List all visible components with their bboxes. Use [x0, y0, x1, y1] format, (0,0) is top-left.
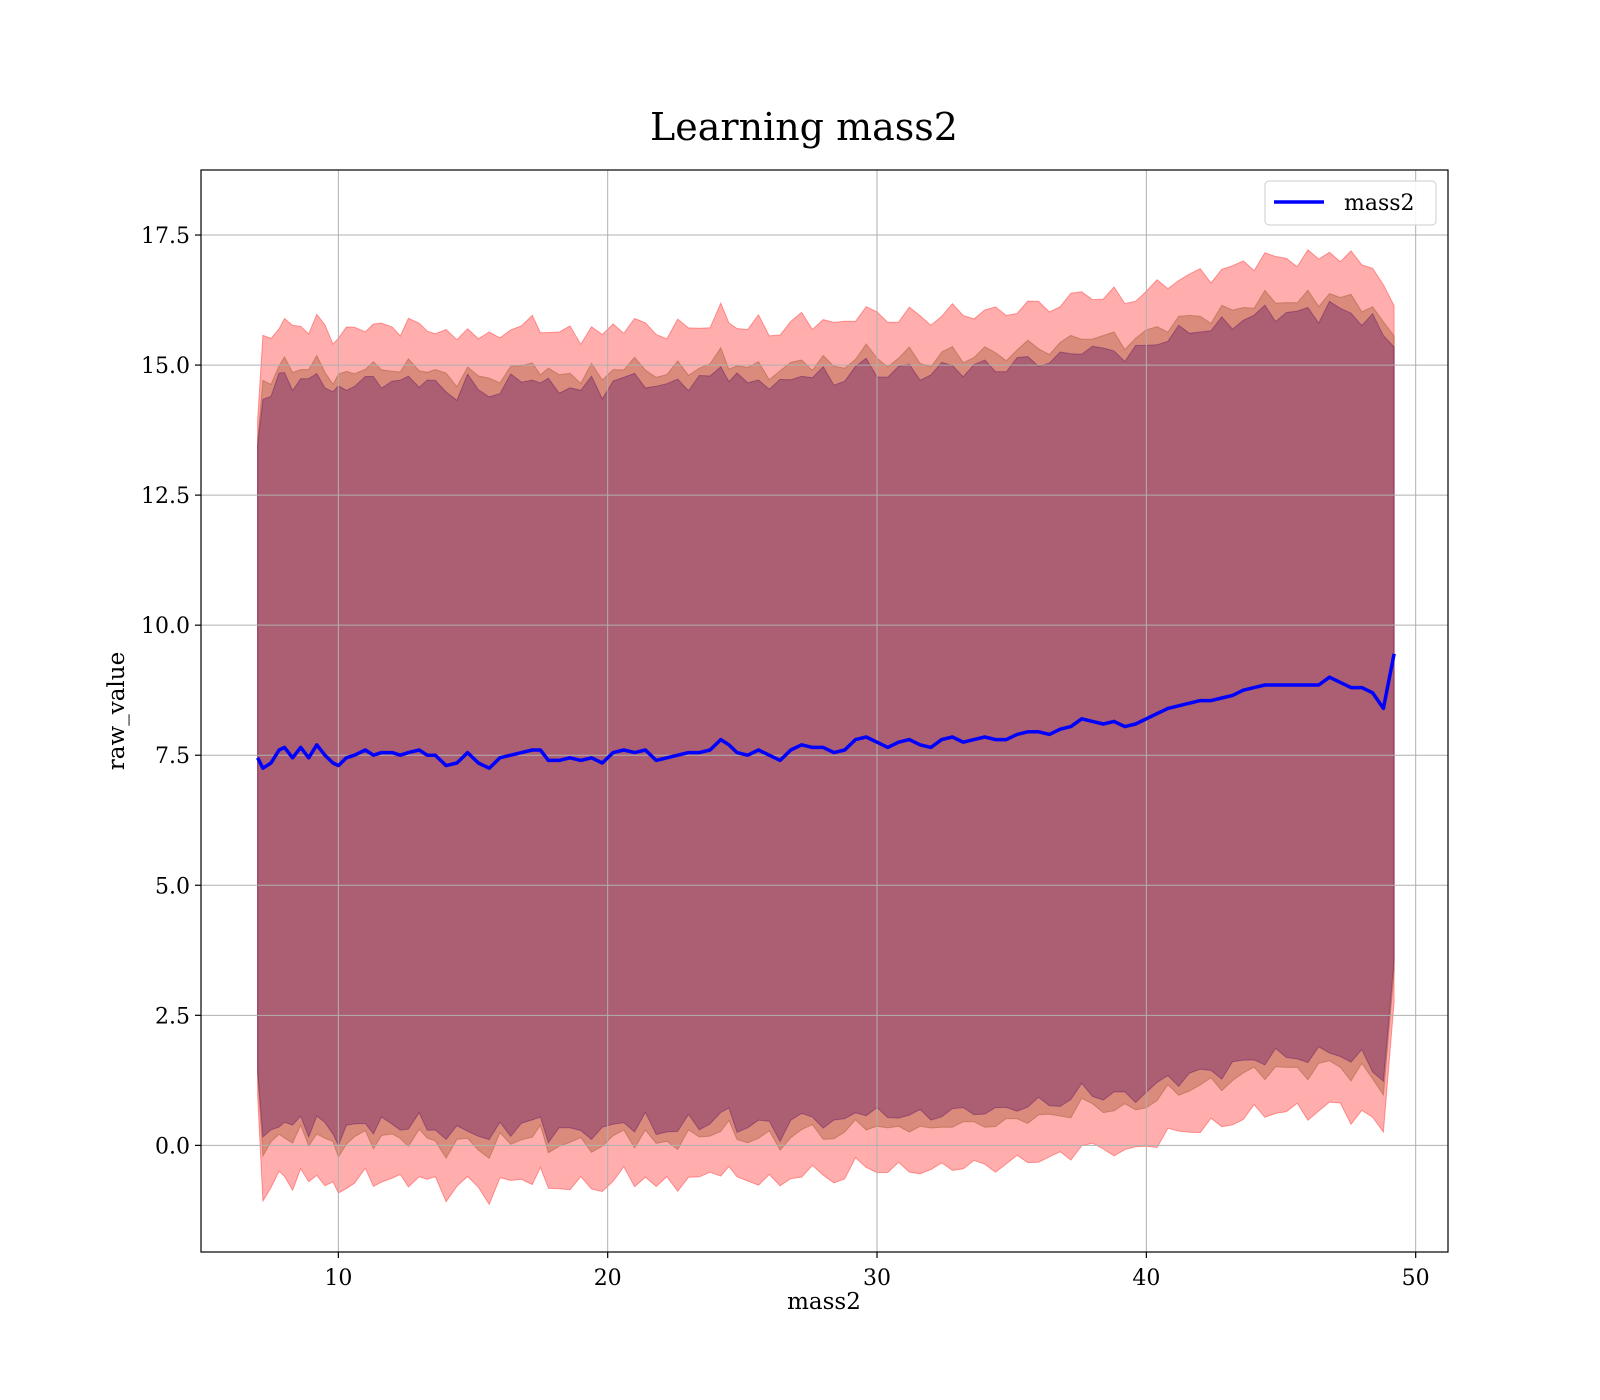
series-line-mass2 — [256, 653, 1396, 770]
legend-box — [1264, 180, 1437, 226]
grid — [201, 170, 1448, 1252]
confidence-bands — [257, 249, 1395, 1206]
plot-frame — [200, 169, 1449, 1253]
y-tick-label: 2.5 — [155, 1004, 190, 1029]
legend: mass2 — [1264, 180, 1437, 226]
chart-title: Learning mass2 — [650, 105, 958, 149]
x-tick-label: 10 — [324, 1266, 352, 1291]
y-tick-label: 17.5 — [141, 224, 190, 249]
series-lines — [256, 653, 1396, 770]
y-tick-label: 7.5 — [155, 744, 190, 769]
confidence-band-3 — [257, 300, 1395, 1147]
confidence-band-2 — [257, 289, 1395, 1160]
x-axis-label: mass2 — [787, 1289, 861, 1315]
legend-label-mass2: mass2 — [1344, 191, 1415, 216]
x-tick-label: 40 — [1132, 1266, 1160, 1291]
x-axis-ticks: 10 20 30 40 50 — [324, 1252, 1430, 1291]
confidence-band-1 — [257, 249, 1395, 1206]
x-tick-label: 30 — [863, 1266, 891, 1291]
y-axis-label: raw_value — [104, 652, 130, 770]
x-tick-label: 50 — [1402, 1266, 1430, 1291]
y-tick-label: 15.0 — [141, 354, 190, 379]
y-tick-label: 0.0 — [155, 1134, 190, 1159]
y-axis-ticks: 0.0 2.5 5.0 7.5 10.0 12.5 15.0 17.5 — [141, 224, 201, 1159]
y-tick-label: 5.0 — [155, 874, 190, 899]
x-tick-label: 20 — [594, 1266, 622, 1291]
y-tick-label: 10.0 — [141, 614, 190, 639]
y-tick-label: 12.5 — [141, 484, 190, 509]
plot-area — [200, 169, 1449, 1253]
